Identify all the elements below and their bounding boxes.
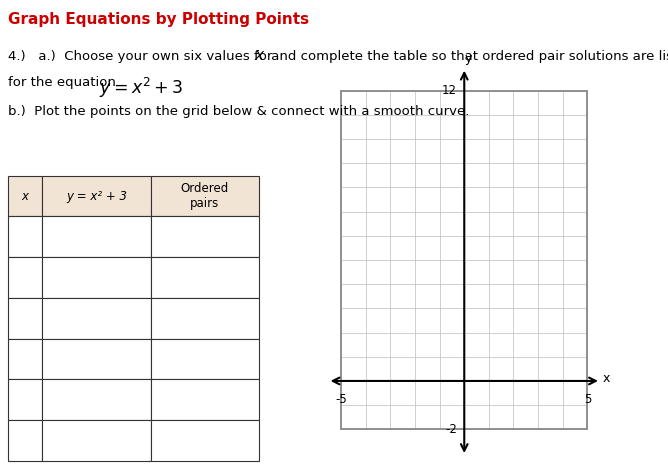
Bar bbox=[42, 257, 151, 298]
Text: for the equation: for the equation bbox=[8, 76, 124, 89]
Bar bbox=[151, 380, 259, 420]
Text: and complete the table so that ordered pair solutions are liste: and complete the table so that ordered p… bbox=[267, 50, 668, 63]
Bar bbox=[42, 176, 151, 217]
Bar bbox=[151, 176, 259, 217]
Text: Ordered
pairs: Ordered pairs bbox=[180, 182, 228, 210]
Bar bbox=[42, 298, 151, 339]
Bar bbox=[42, 339, 151, 380]
Text: $\mathit{y} = x^2 + 3$: $\mathit{y} = x^2 + 3$ bbox=[99, 76, 183, 100]
Bar bbox=[151, 217, 259, 257]
Bar bbox=[42, 420, 151, 461]
Bar bbox=[151, 339, 259, 380]
Bar bbox=[8, 339, 42, 380]
Text: 4.)   a.)  Choose your own six values for: 4.) a.) Choose your own six values for bbox=[8, 50, 277, 63]
Bar bbox=[42, 380, 151, 420]
Text: Graph Equations by Plotting Points: Graph Equations by Plotting Points bbox=[8, 12, 309, 27]
Bar bbox=[42, 217, 151, 257]
Bar bbox=[151, 420, 259, 461]
Text: 5: 5 bbox=[584, 393, 591, 406]
Bar bbox=[8, 380, 42, 420]
Bar bbox=[151, 298, 259, 339]
Text: -2: -2 bbox=[445, 423, 457, 436]
Bar bbox=[8, 420, 42, 461]
Bar bbox=[8, 257, 42, 298]
Text: -5: -5 bbox=[335, 393, 347, 406]
Text: y: y bbox=[464, 52, 472, 66]
Text: 12: 12 bbox=[442, 84, 457, 97]
Text: b.)  Plot the points on the grid below & connect with a smooth curve.: b.) Plot the points on the grid below & … bbox=[8, 105, 470, 118]
Bar bbox=[341, 91, 587, 429]
Bar bbox=[8, 298, 42, 339]
Text: x: x bbox=[21, 190, 29, 203]
Bar bbox=[8, 176, 42, 217]
Text: $\mathit{X}$: $\mathit{X}$ bbox=[254, 50, 266, 63]
Text: x: x bbox=[603, 372, 610, 385]
Text: y = x² + 3: y = x² + 3 bbox=[66, 190, 127, 203]
Bar bbox=[151, 257, 259, 298]
Bar bbox=[8, 217, 42, 257]
